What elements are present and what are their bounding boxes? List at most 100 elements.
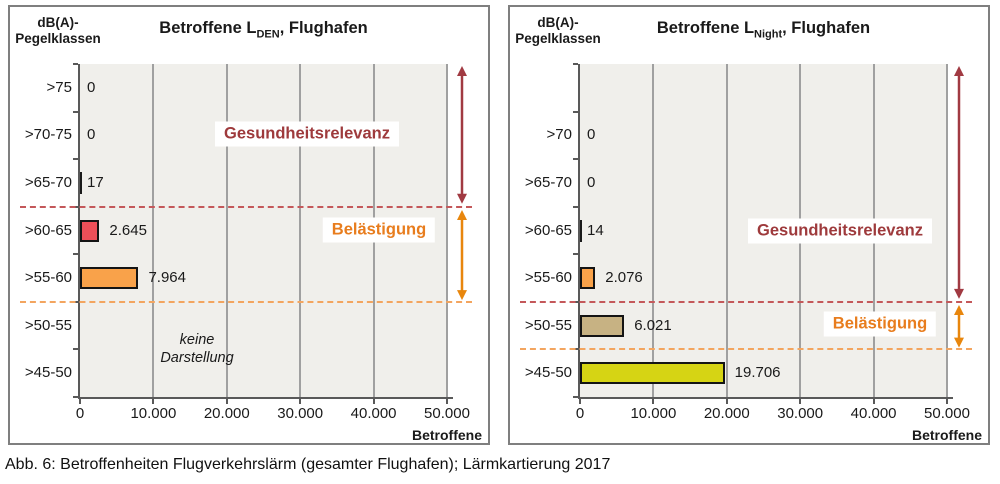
x-tick-label: 10.000 [130, 405, 177, 422]
x-tick-label: 50.000 [924, 405, 970, 422]
x-tick-label: 10.000 [630, 405, 677, 422]
category-label: >55-60 [524, 269, 572, 287]
value-label: 6.021 [634, 316, 672, 334]
y-axis-tick [73, 63, 78, 65]
annoyance-zone-label: Belästigung [823, 311, 937, 337]
bar [80, 219, 99, 242]
category-label: >60-65 [24, 221, 72, 239]
x-tick-label: 20.000 [203, 405, 250, 422]
gridline [299, 64, 302, 397]
x-axis-tick [225, 398, 228, 404]
chart-title-prefix: Betroffene L [159, 19, 257, 37]
y-axis-title-line2: Pegelklassen [15, 31, 101, 46]
chart-title-subscript: DEN [256, 28, 280, 41]
bar [580, 219, 582, 242]
value-label: 7.964 [148, 269, 186, 287]
gridline [725, 64, 728, 397]
x-tick-label: 30.000 [277, 405, 324, 422]
x-axis-tick [299, 398, 302, 404]
value-label: 14 [587, 221, 604, 239]
gridline [946, 64, 948, 397]
x-tick-label: 20.000 [703, 405, 750, 422]
y-axis-tick [573, 253, 578, 256]
x-axis-tick [79, 398, 81, 404]
y-axis-tick [573, 63, 578, 65]
value-label: 0 [587, 173, 596, 191]
chart-title: Betroffene LDEN, Flughafen [80, 19, 447, 40]
annoyance-threshold-line [20, 300, 472, 303]
no-display-note-line2: Darstellung [160, 350, 234, 366]
y-axis-title: dB(A)- Pegelklassen [510, 15, 606, 47]
y-axis-tick [573, 110, 578, 113]
value-label: 0 [87, 78, 96, 96]
health-zone-label: Gesundheitsrelevanz [748, 218, 932, 244]
health-zone-label: Gesundheitsrelevanz [215, 121, 399, 147]
y-axis-title-line1: dB(A)- [537, 15, 579, 30]
y-axis-tick [73, 253, 78, 256]
x-axis-tick [446, 398, 448, 404]
chart-title-subscript: Night [754, 28, 783, 41]
annoyance-range-arrow [954, 304, 964, 348]
y-axis-title-line2: Pegelklassen [515, 31, 601, 46]
bar [580, 314, 624, 337]
x-tick-label: 0 [75, 405, 85, 422]
chart-title: Betroffene LNight, Flughafen [580, 19, 947, 40]
value-label: 2.076 [605, 269, 643, 287]
x-axis-tick [372, 398, 375, 404]
y-axis-tick [73, 348, 78, 351]
chart-panel-lden: dB(A)- Pegelklassen Betroffene LDEN, Flu… [8, 5, 490, 445]
health-range-arrow [954, 66, 964, 299]
value-label: 0 [587, 126, 596, 144]
no-display-note-line1: keine [179, 332, 215, 348]
value-label: 0 [87, 126, 96, 144]
x-axis-label: Betroffene [911, 427, 982, 443]
chart-panel-lnight: dB(A)- Pegelklassen Betroffene LNight, F… [508, 5, 990, 445]
y-axis-tick [573, 205, 578, 208]
bar [580, 267, 595, 290]
y-axis-line [578, 64, 580, 399]
value-label: 19.706 [734, 364, 781, 382]
annoyance-threshold-line [520, 348, 972, 351]
figure-caption: Abb. 6: Betroffenheiten Flugverkehrslärm… [5, 456, 611, 473]
category-label: >75 [46, 78, 72, 96]
category-label: >70-75 [24, 126, 72, 144]
category-label: >50-55 [524, 316, 572, 334]
y-axis-tick [573, 396, 578, 398]
x-tick-label: 30.000 [777, 405, 824, 422]
chart-title-suffix: , Flughafen [782, 19, 871, 37]
y-axis-tick [73, 396, 78, 398]
y-axis-tick [573, 158, 578, 161]
value-label: 2.645 [109, 221, 147, 239]
x-axis-tick [946, 398, 948, 404]
y-axis-title-line1: dB(A)- [37, 15, 79, 30]
health-threshold-line [520, 300, 972, 303]
category-label: >65-70 [524, 173, 572, 191]
x-tick-label: 0 [575, 405, 585, 422]
y-axis-tick [73, 158, 78, 161]
x-tick-label: 40.000 [350, 405, 397, 422]
category-label: >45-50 [24, 364, 72, 382]
chart-title-suffix: , Flughafen [279, 19, 368, 37]
category-label: >55-60 [24, 269, 72, 287]
chart-title-prefix: Betroffene L [656, 19, 755, 37]
bar [80, 171, 82, 194]
y-axis-tick [73, 110, 78, 113]
y-axis-title: dB(A)- Pegelklassen [10, 15, 106, 47]
x-axis-tick [725, 398, 728, 404]
no-display-note: keine Darstellung [122, 331, 272, 367]
category-label: >70 [546, 126, 572, 144]
category-label: >45-50 [524, 364, 572, 382]
category-label: >60-65 [524, 221, 572, 239]
y-axis-line [78, 64, 80, 399]
category-label: >50-55 [24, 316, 72, 334]
x-axis-line [578, 397, 953, 399]
gridline [152, 64, 155, 397]
x-tick-label: 50.000 [424, 405, 470, 422]
x-axis-line [78, 397, 453, 399]
x-tick-label: 40.000 [850, 405, 897, 422]
gridline [225, 64, 228, 397]
annoyance-range-arrow [457, 209, 467, 300]
x-axis-tick [799, 398, 802, 404]
x-axis-tick [652, 398, 655, 404]
x-axis-tick [152, 398, 155, 404]
